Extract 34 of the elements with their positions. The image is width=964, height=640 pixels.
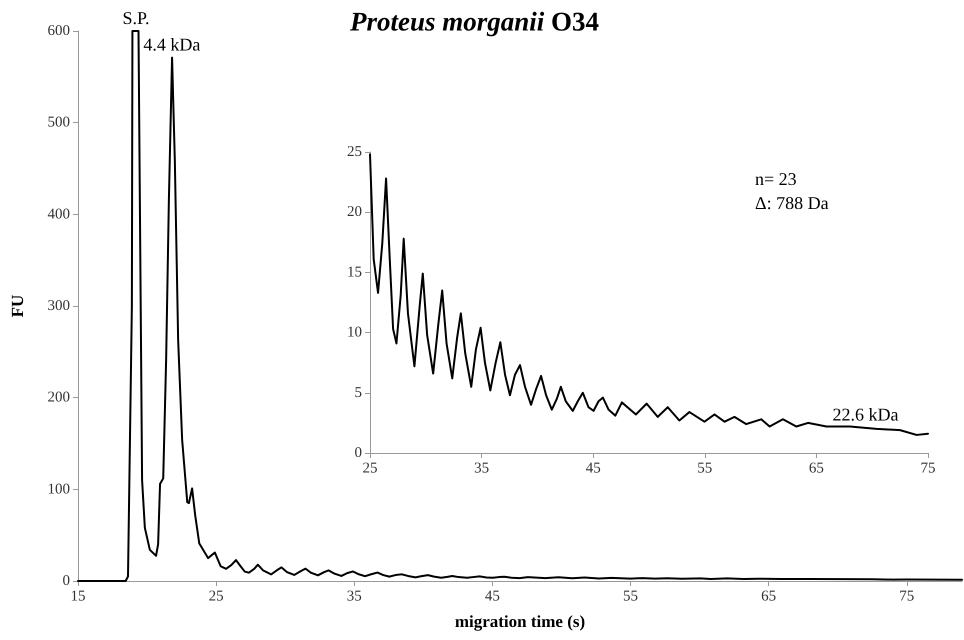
annotation: n= 23 xyxy=(755,169,797,189)
x-tick-label: 15 xyxy=(70,588,86,604)
x-tick-label: 45 xyxy=(484,588,500,604)
y-tick-label: 20 xyxy=(347,204,362,220)
annotation: 22.6 kDa xyxy=(832,404,899,425)
chart-title: Proteus morganii O34 xyxy=(349,6,600,36)
annotation: S.P. xyxy=(122,8,150,28)
x-axis-title: migration time (s) xyxy=(454,612,586,631)
y-tick-label: 100 xyxy=(48,481,70,498)
x-tick-label: 35 xyxy=(346,588,362,604)
y-tick-label: 200 xyxy=(48,390,70,406)
x-tick-label: 75 xyxy=(920,460,936,476)
line-series xyxy=(369,153,929,436)
x-tick-label: 75 xyxy=(899,588,914,604)
x-tick-label: 65 xyxy=(761,588,776,604)
y-tick-label: 0 xyxy=(62,573,70,589)
x-tick-label: 25 xyxy=(208,588,224,604)
y-tick-label: 600 xyxy=(48,23,70,39)
y-tick-label: 25 xyxy=(347,144,362,160)
y-tick-label: 15 xyxy=(347,264,362,280)
annotation: 4.4 kDa xyxy=(143,34,200,55)
x-tick-label: 55 xyxy=(623,588,638,604)
annotation: Δ: 788 Da xyxy=(755,193,829,213)
x-tick-label: 35 xyxy=(474,460,490,476)
x-tick-label: 45 xyxy=(586,460,601,476)
y-axis-title: FU xyxy=(8,294,27,318)
y-tick-label: 400 xyxy=(48,206,70,222)
y-tick-label: 0 xyxy=(354,445,362,461)
y-tick-label: 5 xyxy=(354,384,362,401)
x-tick-label: 55 xyxy=(697,460,712,476)
y-tick-label: 500 xyxy=(48,114,70,131)
y-tick-label: 10 xyxy=(347,324,362,341)
y-tick-label: 300 xyxy=(48,298,70,314)
x-tick-label: 65 xyxy=(808,460,824,476)
